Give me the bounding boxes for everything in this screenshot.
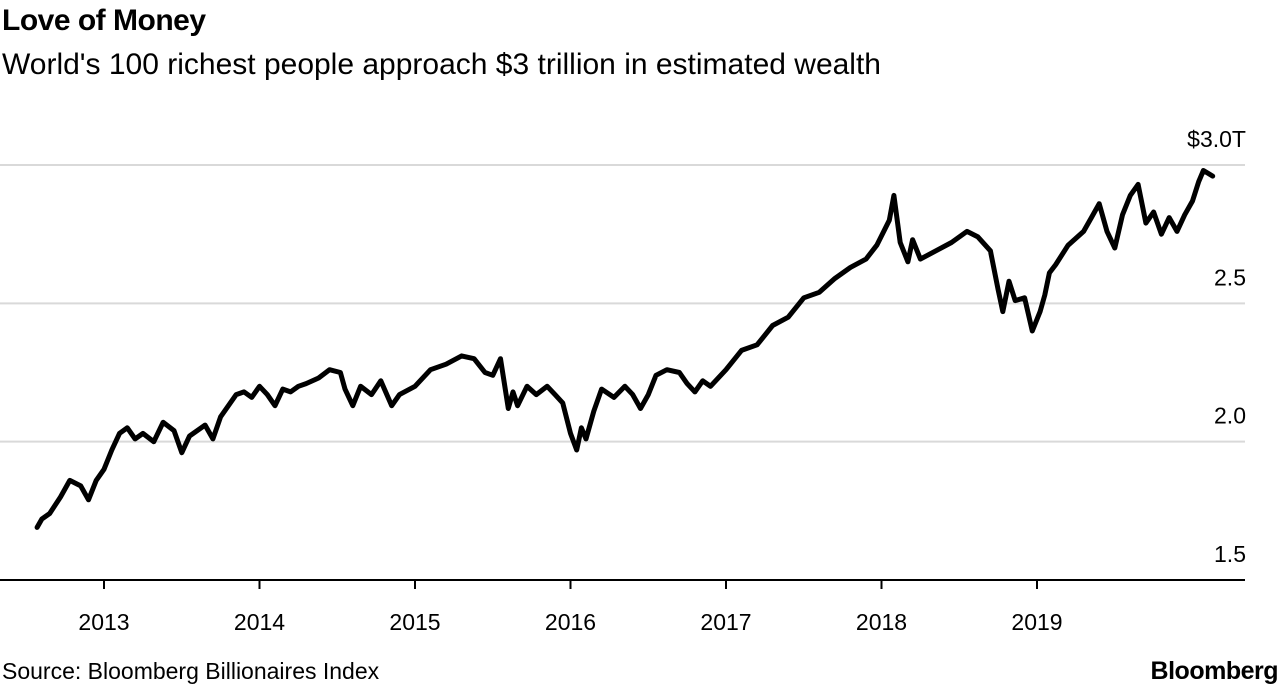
y-tick-label: 2.5: [1214, 264, 1246, 290]
series-layer: [34, 168, 1216, 530]
chart-subtitle: World's 100 richest people approach $3 t…: [2, 48, 881, 81]
x-tick-label: 2016: [545, 609, 596, 635]
x-tick-label: 2013: [78, 609, 129, 635]
x-tick-label: 2017: [700, 609, 751, 635]
x-tick-label: 2015: [389, 609, 440, 635]
bloomberg-logo: Bloomberg: [1150, 657, 1279, 685]
x-tick-label: 2014: [234, 609, 285, 635]
series-line-wealth: [34, 168, 1216, 530]
y-tick-label: 1.5: [1214, 541, 1246, 567]
y-tick-label: $3.0T: [1187, 126, 1246, 152]
source-note: Source: Bloomberg Billionaires Index: [2, 658, 380, 684]
x-tick-label: 2018: [856, 609, 907, 635]
y-tick-label: 2.0: [1214, 403, 1246, 429]
y-axis-labels: $3.0T 2.5 2.0 1.5: [1187, 126, 1246, 567]
chart-title: Love of Money: [2, 4, 206, 37]
x-tick-label: 2019: [1011, 609, 1062, 635]
x-axis-labels: 2013 2014 2015 2016 2017 2018 2019: [78, 580, 1063, 635]
gridlines: [0, 164, 1245, 443]
